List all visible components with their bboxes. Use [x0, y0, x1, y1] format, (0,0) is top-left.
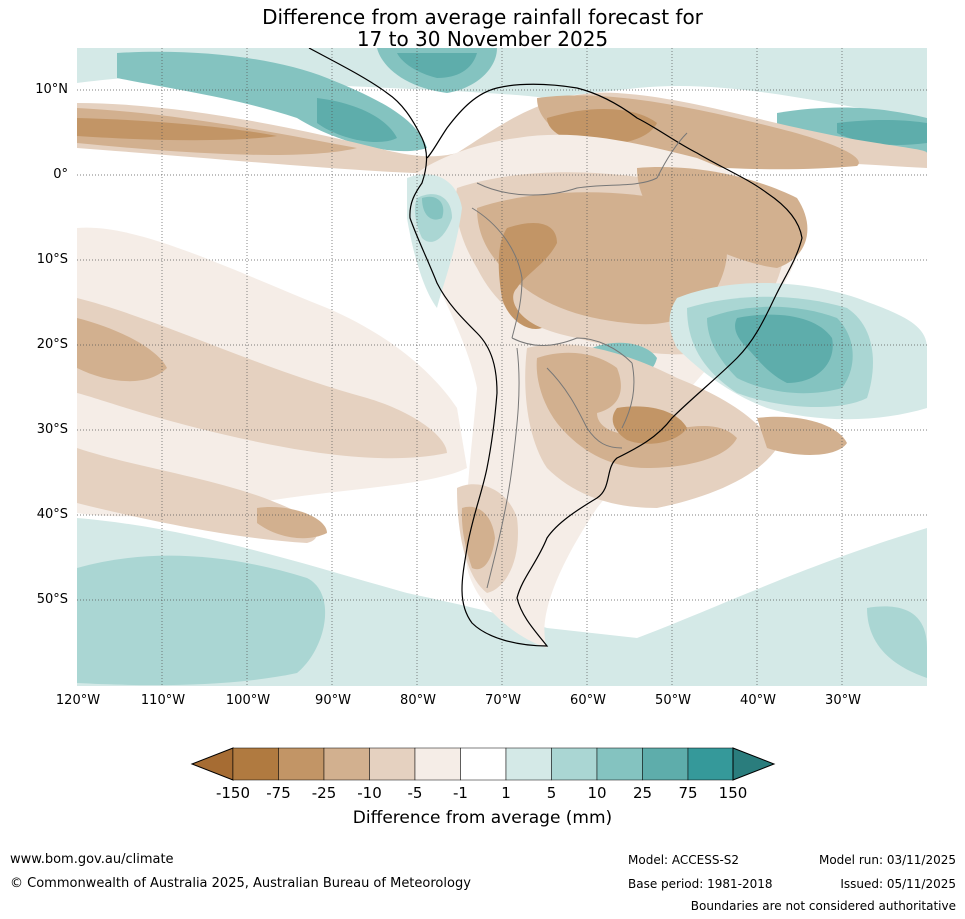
- caribbean-sea-core: [397, 53, 477, 78]
- colorbar-tick-label: 150: [718, 784, 748, 802]
- south-atlantic-dry: [757, 416, 847, 455]
- colorbar-segment: [278, 747, 325, 781]
- chart-title-line1: Difference from average rainfall forecas…: [262, 5, 703, 29]
- patagonia-dry-core: [461, 506, 495, 570]
- colorbar-segment: [505, 747, 552, 781]
- footer-base-period: Base period: 1981-2018: [628, 877, 773, 891]
- colorbar-segment: [232, 747, 279, 781]
- east-brazil-dry: [637, 167, 808, 268]
- colorbar-extend-high: [732, 747, 776, 781]
- ecuador-wet: [422, 196, 444, 220]
- colorbar-tick-label: -1: [453, 784, 468, 802]
- lat-label-10n: 10°N: [35, 82, 68, 97]
- lon-label-90w: 90°W: [315, 693, 351, 708]
- equatorial-dry-core: [77, 118, 277, 141]
- colorbar-segment: [642, 747, 689, 781]
- footer-issued: Issued: 05/11/2025: [840, 877, 956, 891]
- lon-label-50w: 50°W: [655, 693, 691, 708]
- chart-title-line2: 17 to 30 November 2025: [356, 27, 609, 51]
- colorbar-tick-label: -25: [311, 784, 337, 802]
- colorbar-segment: [414, 747, 461, 781]
- lat-label-20s: 20°S: [36, 337, 68, 352]
- north-pacific-wet-strip: [77, 48, 927, 118]
- colorbar-tick-label: -75: [266, 784, 291, 802]
- pacific-dry-core: [77, 318, 167, 382]
- colorbar-tick-label: 1: [501, 784, 511, 802]
- lon-label-30w: 30°W: [825, 693, 861, 708]
- lon-label-110w: 110°W: [140, 693, 186, 708]
- rainfall-anomaly-map: [77, 48, 927, 686]
- footer-website: www.bom.gov.au/climate: [10, 852, 174, 867]
- colorbar-segment: [596, 747, 643, 781]
- lat-label-50s: 50°S: [36, 592, 68, 607]
- la-plata-dry-core: [612, 406, 687, 444]
- lon-label-60w: 60°W: [570, 693, 606, 708]
- colorbar-tick-label: 10: [587, 784, 607, 802]
- colorbar: [190, 747, 776, 781]
- southern-ocean-wet-core: [77, 555, 326, 686]
- colorbar-tick-label: 25: [632, 784, 653, 802]
- colorbar-segment: [687, 747, 734, 781]
- atlantic-wet-core: [837, 119, 927, 145]
- lon-label-100w: 100°W: [225, 693, 271, 708]
- lat-label-40s: 40°S: [36, 507, 68, 522]
- colorbar-segment: [551, 747, 598, 781]
- lat-label-10s: 10°S: [36, 252, 68, 267]
- lon-label-120w: 120°W: [55, 693, 101, 708]
- footer-copyright: © Commonwealth of Australia 2025, Austra…: [10, 876, 471, 891]
- colorbar-segment: [369, 747, 416, 781]
- colorbar-segment: [460, 747, 507, 781]
- colorbar-tick-label: 5: [546, 784, 557, 802]
- footer-disclaimer: Boundaries are not considered authoritat…: [690, 899, 956, 913]
- colorbar-tick-label: 75: [678, 784, 698, 802]
- brazil-wet-core: [735, 314, 833, 383]
- south-atlantic-wet-patch: [867, 606, 927, 678]
- colorbar-title: Difference from average (mm): [352, 808, 613, 828]
- colorbar-tick-label: -10: [357, 784, 382, 802]
- south-america-coastline: [308, 48, 803, 647]
- map-svg: [77, 48, 927, 686]
- map-gridlines: [77, 48, 927, 686]
- footer-model-run: Model run: 03/11/2025: [818, 853, 956, 867]
- lat-label-30s: 30°S: [36, 422, 68, 437]
- amazon-dry-core: [498, 223, 557, 329]
- lon-label-70w: 70°W: [485, 693, 521, 708]
- lon-label-80w: 80°W: [400, 693, 436, 708]
- country-boundaries: [471, 132, 688, 589]
- pacific-dry-band: [77, 298, 447, 459]
- colorbar-tick-label: -5: [407, 784, 423, 802]
- footer-model: Model: ACCESS-S2: [628, 853, 740, 867]
- caribbean-wet-core: [317, 98, 397, 143]
- colorbar-segment: [323, 747, 370, 781]
- colorbar-extend-low: [190, 747, 234, 781]
- colorbar-tick-label: -150: [215, 784, 251, 802]
- lat-label-0: 0°: [53, 167, 68, 182]
- pacific-dry-spot: [257, 507, 327, 539]
- lon-label-40w: 40°W: [740, 693, 776, 708]
